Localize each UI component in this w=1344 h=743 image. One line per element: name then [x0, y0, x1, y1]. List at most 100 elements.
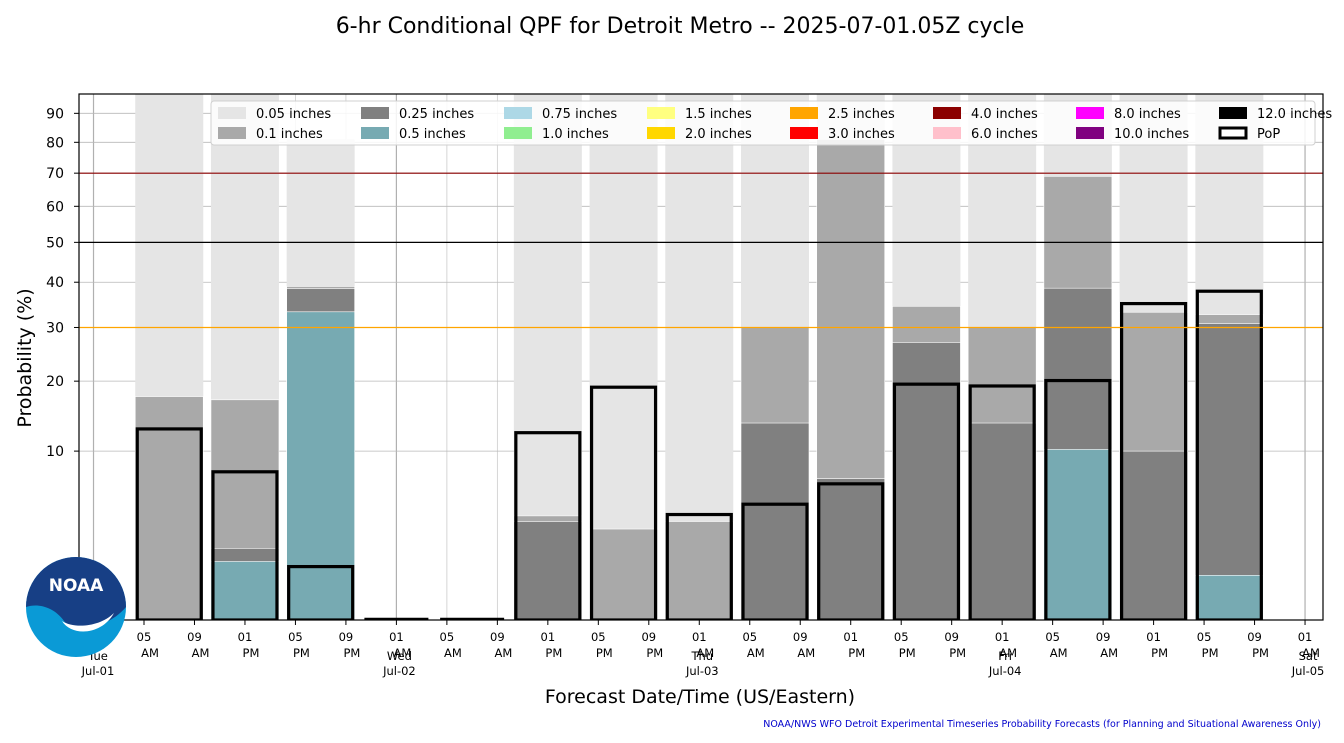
bar-segment: [1195, 575, 1264, 620]
legend-label: 2.5 inches: [828, 107, 895, 122]
legend-swatch: [218, 107, 246, 119]
y-tick-label: 20: [46, 374, 64, 390]
x-tick-label-ampm: PM: [1252, 646, 1269, 660]
x-tick-label-hour: 05: [591, 630, 606, 644]
bar-segment: [210, 561, 280, 620]
x-tick-label-ampm: AM: [1100, 646, 1118, 660]
x-tick-label-ampm: AM: [192, 646, 210, 660]
footer-note: NOAA/NWS WFO Detroit Experimental Timese…: [763, 719, 1321, 730]
y-tick-label: 60: [46, 199, 64, 215]
x-tick-label-hour: 05: [1197, 630, 1212, 644]
legend-swatch: [790, 107, 818, 119]
x-tick-label-hour: 05: [137, 630, 152, 644]
x-tick-label-hour: 01: [843, 630, 858, 644]
bar-segment: [286, 311, 355, 620]
pop-outline: [1195, 289, 1263, 620]
y-tick-label: 70: [46, 166, 64, 182]
pop-outline: [817, 482, 885, 620]
x-tick-label-ampm: PM: [545, 646, 562, 660]
x-date-label: Jul-05: [1291, 664, 1325, 678]
legend-swatch: [933, 127, 961, 139]
pop-outline: [135, 427, 203, 620]
legend-swatch: [1076, 107, 1104, 119]
legend-swatch: [933, 107, 961, 119]
legend-frame: [210, 100, 1316, 146]
x-date-label: Jul-04: [988, 664, 1022, 678]
x-tick-label-hour: 01: [389, 630, 404, 644]
x-tick-label-ampm: AM: [696, 646, 714, 660]
legend: 0.05 inches 0.1 inches 0.25 inches 0.5 inch…: [210, 100, 1332, 146]
x-tick-label-ampm: PM: [243, 646, 260, 660]
x-tick-label-ampm: PM: [1151, 646, 1168, 660]
noaa-logo-text: NOAA: [49, 576, 104, 596]
y-tick-label: 90: [46, 106, 64, 122]
legend-label: 0.25 inches: [399, 107, 474, 122]
x-tick-label-ampm: AM: [999, 646, 1017, 660]
x-tick-label-ampm: AM: [394, 646, 412, 660]
legend-label: 10.0 inches: [1114, 127, 1189, 142]
legend-label: 0.05 inches: [256, 107, 331, 122]
bar-segment: [1195, 323, 1264, 620]
legend-swatch: [1219, 107, 1247, 119]
bar-segment: [134, 396, 204, 620]
y-tick-label: 10: [46, 444, 64, 460]
x-tick-label-ampm: PM: [1202, 646, 1219, 660]
x-tick-label-ampm: PM: [343, 646, 360, 660]
x-tick-label-ampm: AM: [797, 646, 815, 660]
y-tick-label: 80: [46, 135, 64, 151]
bar-segment: [589, 528, 658, 620]
x-tick-label-ampm: AM: [494, 646, 512, 660]
legend-swatch: [1218, 126, 1248, 140]
x-tick-label-hour: 09: [187, 630, 202, 644]
x-tick-label-hour: 01: [1298, 630, 1313, 644]
legend-swatch: [504, 107, 532, 119]
bar-segment: [967, 422, 1037, 620]
pop-outline: [589, 385, 658, 620]
legend-swatch: [647, 127, 675, 139]
x-date-label: Jul-03: [685, 664, 719, 678]
x-tick-label-hour: 09: [490, 630, 505, 644]
axes-frame: [78, 93, 1324, 621]
x-tick-label-ampm: AM: [1302, 646, 1320, 660]
x-tick-label-ampm: PM: [949, 646, 966, 660]
legend-label: 0.1 inches: [256, 127, 323, 142]
bars-group: [134, 94, 1264, 620]
bar-segment: [513, 521, 583, 620]
bar-segment: [740, 422, 810, 620]
x-tick-label-hour: 01: [995, 630, 1010, 644]
legend-swatch: [361, 107, 389, 119]
x-tick-label-ampm: AM: [1050, 646, 1068, 660]
x-date-label: Jul-01: [81, 664, 115, 678]
x-tick-label-hour: 01: [238, 630, 253, 644]
y-tick-label: 30: [46, 320, 64, 336]
x-tick-label-ampm: PM: [646, 646, 663, 660]
legend-swatch: [790, 127, 818, 139]
legend-label: 1.0 inches: [542, 127, 609, 142]
plot-area: 10 20 30 40 50 60 70 80 90 05 AM 09 AM 01 PM 05 PM 09 PM 01…: [46, 93, 1332, 678]
x-tick-label-hour: 09: [944, 630, 959, 644]
legend-swatch: [504, 127, 532, 139]
x-tick-label-ampm: AM: [747, 646, 765, 660]
pop-outline: [892, 382, 961, 620]
x-tick-label-hour: 09: [641, 630, 656, 644]
x-day-label: Sat: [1299, 649, 1318, 663]
x-tick-label-hour: 09: [1247, 630, 1262, 644]
bar-segment: [892, 342, 961, 620]
legend-swatch: [218, 127, 246, 139]
x-tick-label-ampm: PM: [293, 646, 310, 660]
legend-label: 0.75 inches: [542, 107, 617, 122]
x-tick-label-hour: 01: [692, 630, 707, 644]
x-tick-label-ampm: PM: [899, 646, 916, 660]
x-tick-label-ampm: PM: [848, 646, 865, 660]
legend-label: 1.5 inches: [685, 107, 752, 122]
legend-label: PoP: [1257, 127, 1280, 142]
x-tick-label-hour: 09: [339, 630, 354, 644]
x-day-label: Thu: [690, 649, 713, 663]
x-tick-label-hour: 09: [793, 630, 808, 644]
bar-segment: [816, 478, 886, 620]
y-tick-label: 50: [46, 235, 64, 251]
pop-outline: [211, 470, 279, 620]
legend-label: 0.5 inches: [399, 127, 466, 142]
pop-outline: [741, 502, 809, 620]
